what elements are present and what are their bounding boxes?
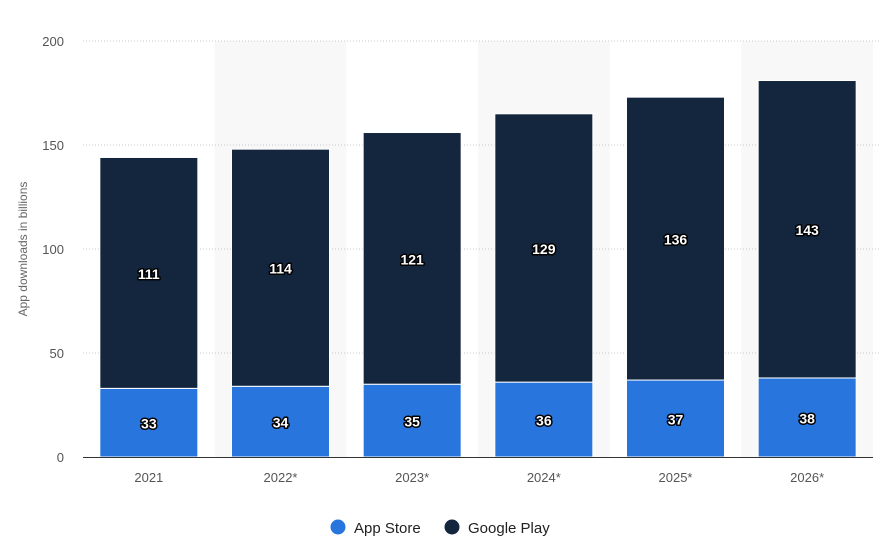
data-label: 37	[668, 412, 684, 428]
bar-google-play	[626, 96, 725, 381]
data-label: 34	[273, 415, 289, 431]
data-label: 35	[404, 414, 420, 430]
x-tick-label: 2022*	[264, 470, 298, 485]
bar-app-store	[626, 379, 725, 458]
y-tick-label: 0	[57, 450, 64, 465]
bar-app-store	[494, 381, 594, 458]
data-label: 36	[536, 413, 552, 429]
bar-app-store	[362, 383, 462, 458]
y-tick-label: 50	[50, 346, 64, 361]
legend-item: App Store	[354, 520, 421, 537]
legend-item: Google Play	[468, 520, 550, 537]
bar-google-play	[362, 132, 462, 385]
x-tick-label: 2023*	[395, 470, 429, 485]
y-axis-label: App downloads in billions	[16, 182, 30, 317]
data-label: 38	[799, 410, 815, 426]
data-label: 111	[138, 266, 160, 282]
y-tick-label: 150	[42, 138, 64, 153]
y-tick-label: 200	[42, 34, 64, 49]
data-label: 136	[664, 232, 688, 248]
x-tick-label: 2024*	[527, 470, 561, 485]
bar-app-store	[757, 377, 857, 458]
bar-google-play	[231, 148, 330, 387]
data-label: 121	[400, 251, 424, 267]
legend-marker	[444, 519, 460, 535]
data-label: 33	[141, 416, 157, 432]
legend-marker	[330, 519, 346, 535]
data-label: 143	[795, 222, 819, 238]
bar-app-store	[99, 387, 199, 458]
x-tick-label: 2026*	[790, 470, 824, 485]
x-tick-label: 2025*	[659, 470, 693, 485]
data-label: 114	[269, 261, 292, 277]
bar-google-play	[494, 113, 594, 383]
bar-google-play	[757, 80, 857, 379]
y-tick-label: 100	[42, 242, 64, 257]
data-label: 129	[532, 241, 556, 257]
bar-google-play	[99, 156, 199, 389]
x-tick-label: 2021	[134, 470, 163, 485]
